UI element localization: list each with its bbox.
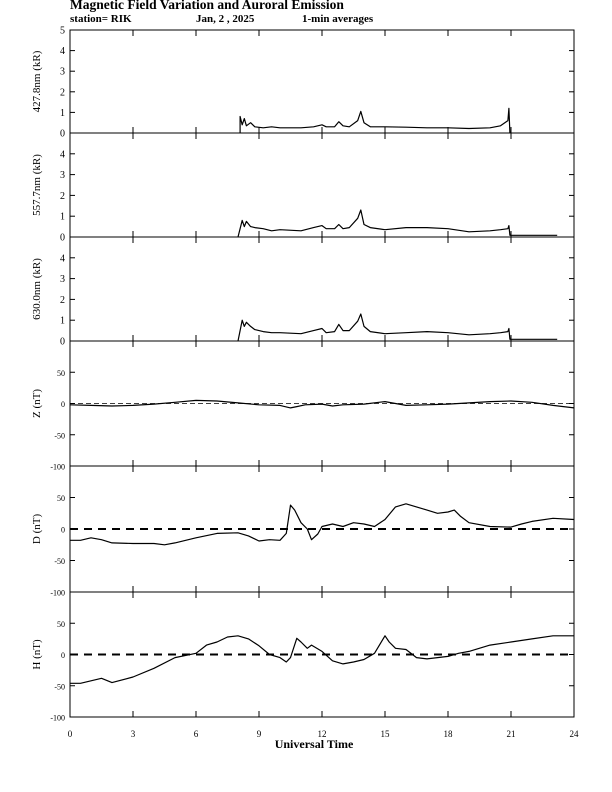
panel-frame [69,29,575,134]
y-axis-label: 557.7nm (kR) [31,154,43,216]
y-tick-label: 0 [61,651,65,660]
y-tick-label: 0 [60,233,65,244]
y-tick-label: 4 [60,253,65,264]
panel-1: 0 1 2 3 4 5 427.8nm (kR) [31,26,575,140]
y-tick-label: 2 [60,191,65,202]
y-tick-label: 4 [60,149,65,160]
y-axis-label: 630.0nm (kR) [31,258,43,320]
y-tick-label: 50 [57,494,65,503]
y-tick-label: -100 [50,714,65,723]
date-label: Jan, 2 , 2025 [196,13,255,25]
y-tick-label: -50 [54,682,65,691]
y-tick-label: -50 [54,557,65,566]
y-tick-label: 5 [60,26,65,37]
y-tick-label: 0 [61,526,65,535]
y-tick-label: 4 [60,46,65,57]
panel-frame [69,236,575,342]
y-tick-label: 50 [57,369,65,378]
y-tick-label: 0 [60,129,65,140]
x-tick-label: 12 [318,729,327,739]
y-tick-label: 3 [60,274,65,285]
station-label: station= RIK [70,13,132,25]
averaging-label: 1-min averages [302,13,374,25]
y-tick-label: -100 [50,463,65,472]
y-tick-label: 1 [60,108,65,119]
y-axis-label: D (nT) [31,514,43,545]
x-tick-label: 21 [507,729,516,739]
y-tick-label: 1 [60,316,65,327]
x-tick-label: 0 [68,729,73,739]
y-axis-label: H (nT) [31,639,43,670]
x-tick-label: 9 [257,729,262,739]
y-tick-label: 50 [57,620,65,629]
series-line [70,503,575,546]
y-tick-label: 0 [61,400,65,409]
y-axis-label: 427.8nm (kR) [31,50,43,112]
x-tick-label: 3 [131,729,136,739]
y-tick-label: -100 [50,589,65,598]
chart-title: Magnetic Field Variation and Auroral Emi… [70,0,344,12]
x-tick-label: 6 [194,729,199,739]
x-axis-label: Universal Time [275,737,354,751]
series-line [237,313,558,342]
y-tick-label: 3 [60,67,65,78]
y-tick-label: 0 [60,337,65,348]
panel-2: 0 1 2 3 4 557.7nm (kR) [31,132,575,244]
x-tick-label: 18 [444,729,454,739]
x-tick-label: 15 [381,729,391,739]
x-tick-label: 24 [570,729,580,739]
y-tick-label: 1 [60,212,65,223]
panel-frame [69,132,575,238]
series-line [69,399,575,409]
y-axis-label: Z (nT) [31,389,43,418]
panel-3: 0 1 2 3 4 630.0nm (kR) [31,236,575,348]
y-tick-label: 3 [60,170,65,181]
series-line [237,209,558,238]
panel-6: -100 -50 0 50 H (nT) [31,591,575,723]
y-tick-label: 2 [60,87,65,98]
y-tick-label: -50 [54,431,65,440]
panel-4: -100 -50 0 50 Z (nT) [31,340,575,472]
panel-5: -100 -50 0 50 D (nT) [31,465,575,598]
y-tick-label: 2 [60,295,65,306]
series-line [239,107,511,134]
series-line [70,635,574,684]
